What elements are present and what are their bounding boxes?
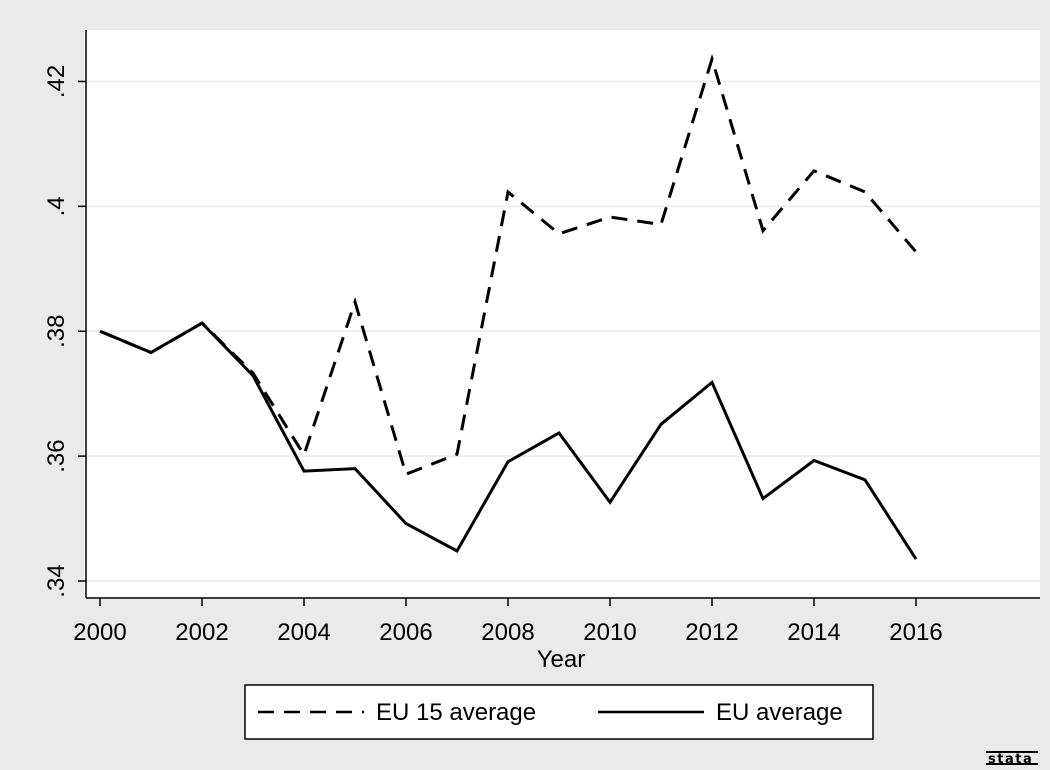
y-tick-label: .34 [43, 564, 70, 597]
x-tick-label: 2014 [787, 619, 840, 646]
x-tick-label: 2008 [481, 619, 534, 646]
legend: EU 15 average EU average [244, 684, 874, 740]
legend-label-eu: EU average [716, 699, 843, 726]
x-axis-title: Year [537, 646, 586, 673]
x-tick-label: 2004 [277, 619, 330, 646]
y-tick-label: .42 [43, 65, 70, 98]
plot-area [84, 30, 1040, 598]
x-axis-ticks: 2000 2002 2004 2006 2008 2010 2012 2014 2016 [73, 598, 943, 646]
y-tick-label: .4 [43, 196, 70, 216]
gridlines [86, 80, 1040, 582]
x-tick-label: 2010 [583, 619, 636, 646]
y-tick-label: .36 [43, 439, 70, 472]
x-tick-label: 2012 [685, 619, 738, 646]
x-tick-label: 2002 [175, 619, 228, 646]
x-tick-label: 2000 [73, 619, 126, 646]
y-axis-ticks: .34 .36 .38 .4 .42 [43, 65, 86, 598]
stata-watermark: stata [986, 751, 1038, 767]
y-tick-label: .38 [43, 315, 70, 348]
stata-logo-text: stata [988, 752, 1033, 767]
x-tick-label: 2016 [889, 619, 942, 646]
legend-label-eu15: EU 15 average [376, 699, 536, 726]
series-line-1 [99, 321, 918, 560]
x-tick-label: 2006 [379, 619, 432, 646]
series-lines [99, 53, 918, 560]
